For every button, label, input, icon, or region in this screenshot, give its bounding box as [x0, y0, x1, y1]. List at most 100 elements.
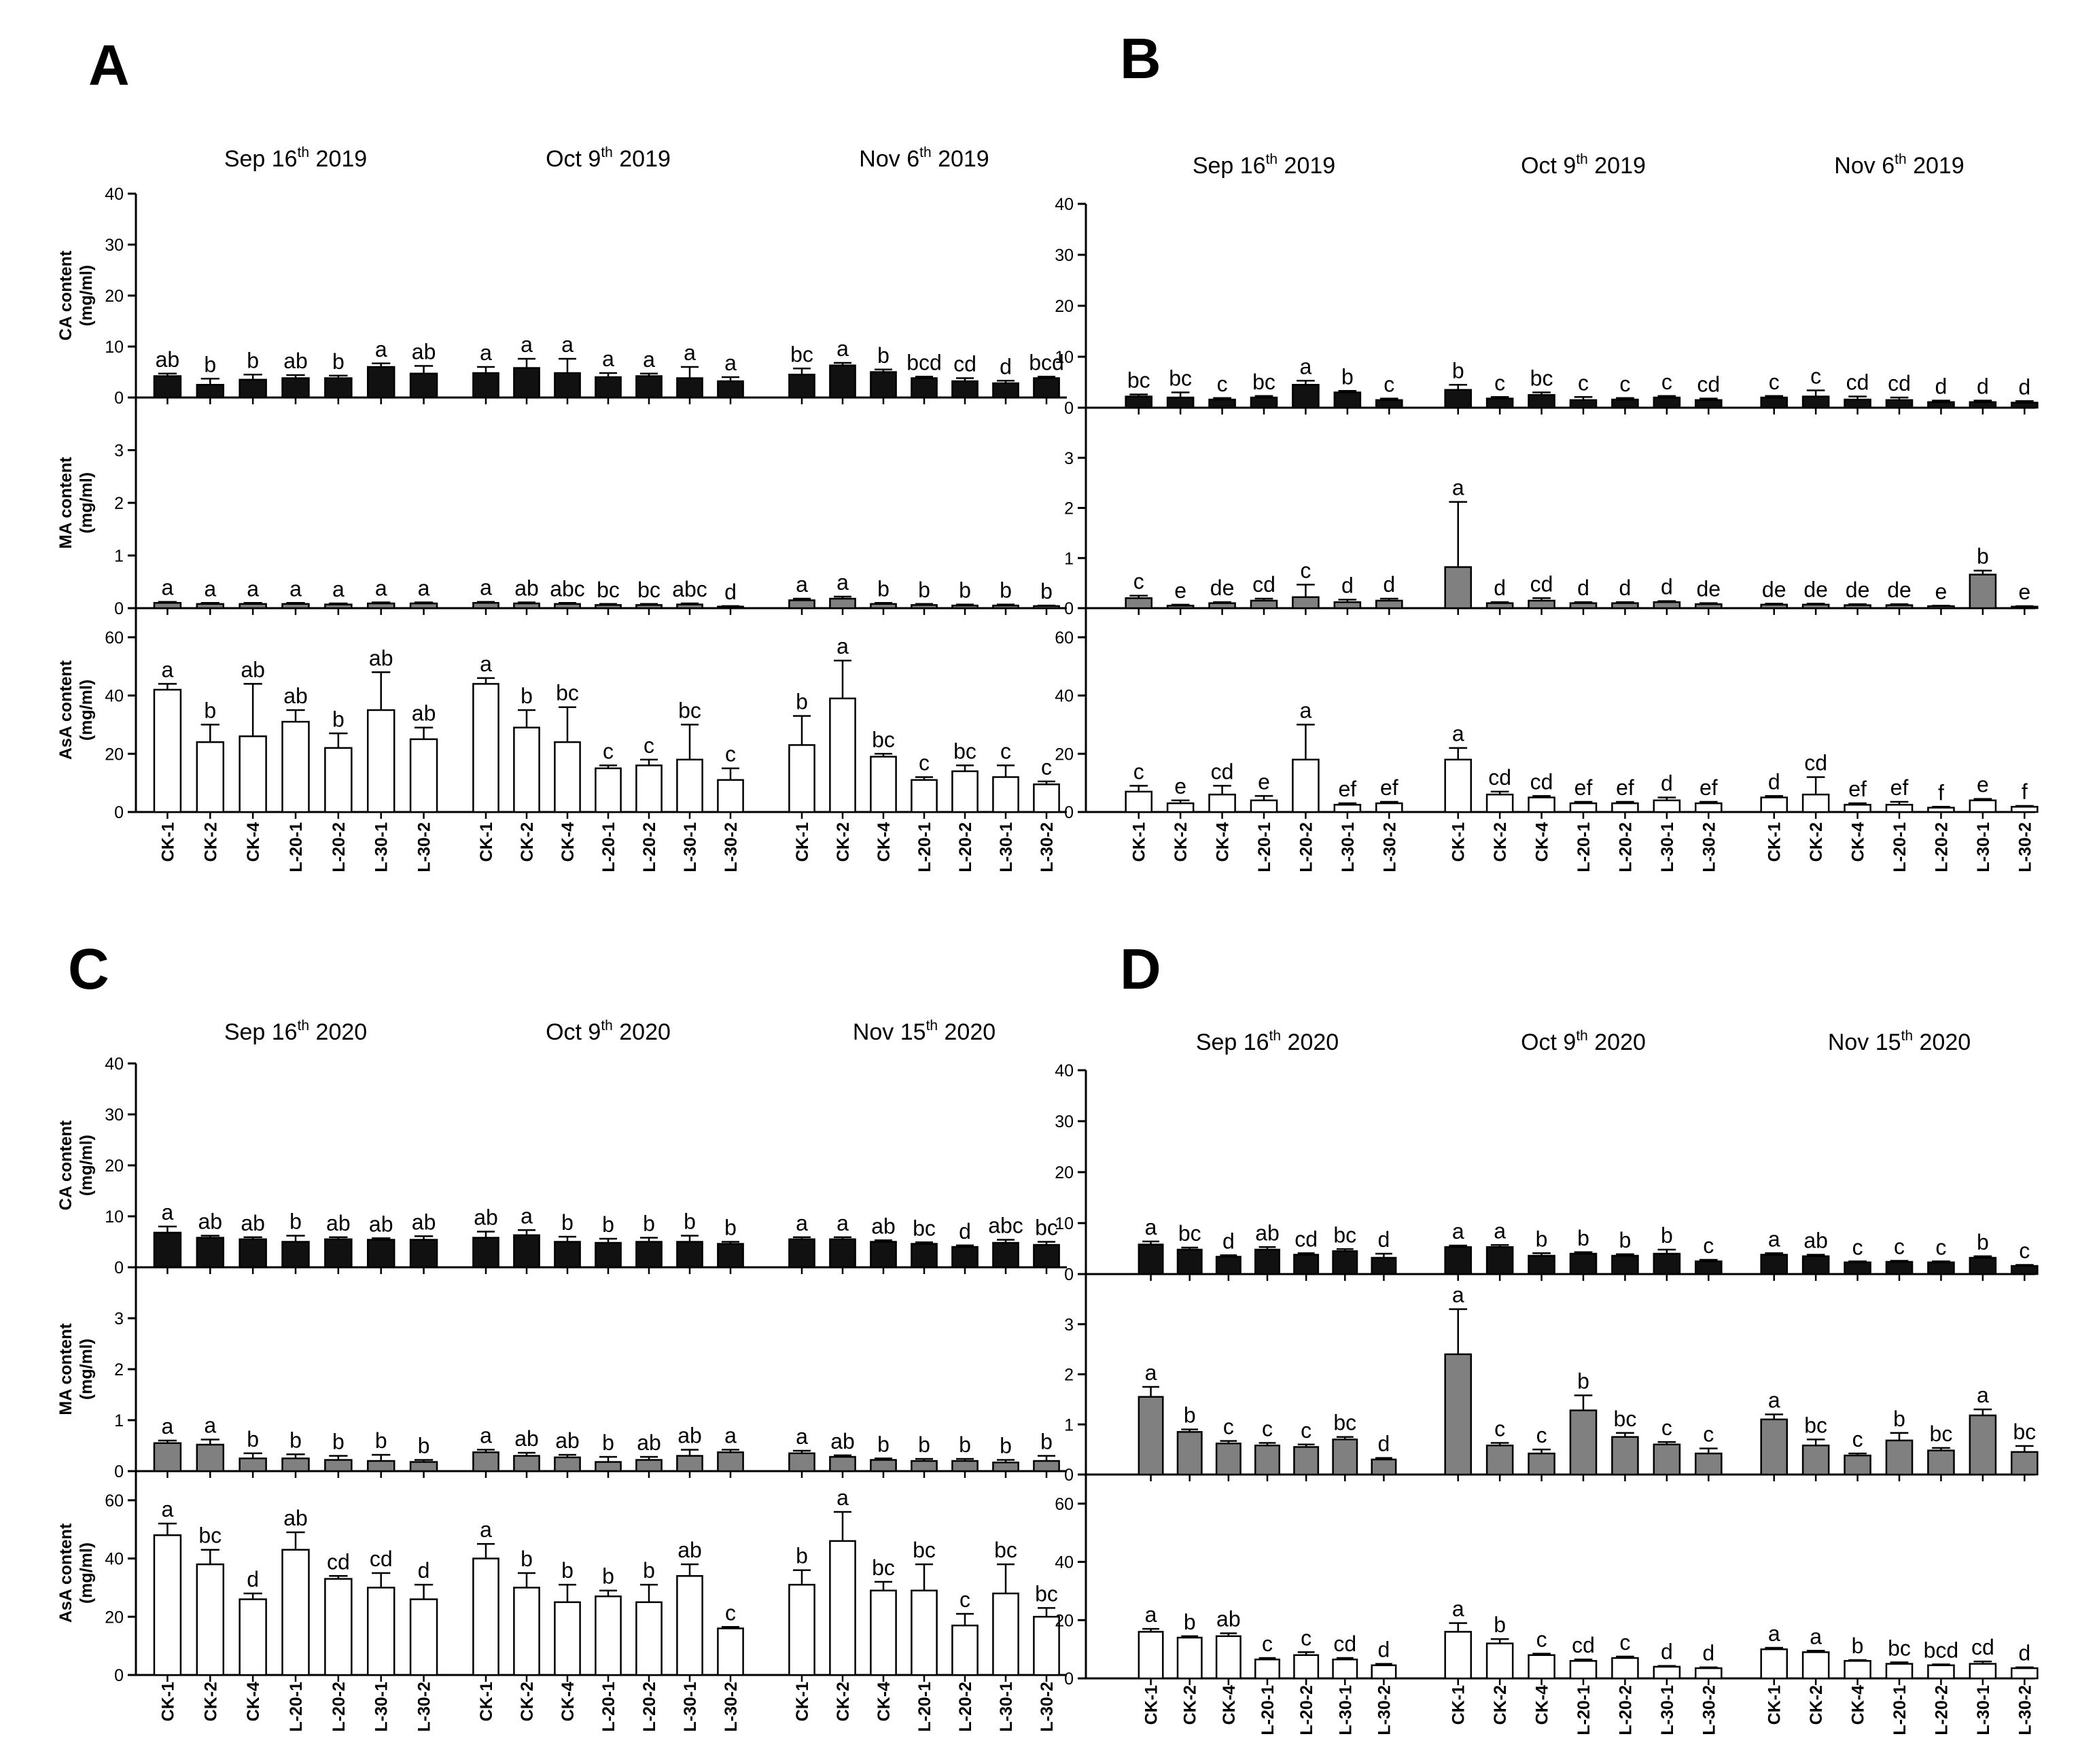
significance-letter: a: [796, 572, 808, 597]
bar-asa: [1528, 1654, 1555, 1680]
bar-ca: [2010, 402, 2039, 409]
bar-ma: [870, 1459, 897, 1472]
category-label: CK-2: [834, 1682, 853, 1721]
bar-ca: [1653, 396, 1681, 409]
significance-letter: c: [644, 733, 654, 758]
category-label: L-20-2: [1932, 1685, 1951, 1735]
category-label: CK-2: [1807, 1685, 1826, 1725]
significance-letter: ef: [1380, 775, 1398, 800]
y-tick-label: 0: [114, 599, 124, 618]
bar-ca: [1528, 394, 1555, 409]
significance-letter: bc: [198, 1523, 222, 1548]
significance-letter: b: [796, 690, 808, 714]
bar-asa: [513, 726, 540, 813]
significance-letter: a: [1452, 722, 1464, 746]
bar-ca: [366, 1239, 395, 1269]
significance-letter: d: [1619, 576, 1632, 600]
significance-letter: c: [1000, 739, 1011, 763]
bar-asa: [513, 1587, 540, 1676]
significance-letter: b: [602, 1430, 614, 1455]
significance-letter: a: [837, 1211, 849, 1235]
significance-letter: c: [1661, 1415, 1672, 1440]
significance-letter: a: [837, 336, 849, 361]
category-label: L-30-2: [1038, 822, 1057, 872]
significance-letter: ab: [677, 1424, 702, 1448]
bar-asa: [1176, 1636, 1203, 1680]
significance-letter: d: [959, 1219, 971, 1243]
significance-letter: a: [796, 1211, 808, 1235]
significance-letter: bc: [556, 681, 579, 705]
bar-ca: [513, 1234, 540, 1269]
category-label: L-20-1: [1574, 1685, 1593, 1735]
significance-letter: b: [1341, 364, 1354, 389]
bar-ma: [513, 1455, 540, 1472]
bar-ca: [1292, 384, 1320, 409]
significance-letter: d: [1383, 572, 1395, 597]
y-axis-label: AsA content(mg/ml): [56, 660, 96, 760]
y-tick-label: 1: [1064, 1415, 1074, 1434]
category-label: CK-4: [1849, 822, 1868, 862]
y-tick-label: 0: [114, 389, 124, 408]
bar-asa: [281, 1549, 310, 1676]
bar-ma: [911, 1460, 938, 1472]
significance-letter: a: [724, 351, 737, 375]
bar-ca: [409, 1239, 438, 1269]
y-tick-label: 20: [105, 745, 124, 764]
bar-asa: [1528, 796, 1555, 813]
bar-ca: [1611, 1254, 1639, 1275]
category-label: CK-2: [1172, 822, 1191, 862]
bar-ma: [829, 1456, 856, 1472]
significance-letter: d: [1577, 576, 1589, 600]
category-label: L-30-1: [1974, 822, 1993, 872]
bar-ca: [788, 1238, 815, 1269]
significance-letter: c: [1300, 558, 1311, 582]
bar-asa: [1569, 802, 1598, 813]
significance-letter: c: [1810, 364, 1821, 389]
bar-asa: [1927, 1664, 1955, 1680]
significance-letter: c: [1041, 755, 1052, 779]
category-label: L-20-2: [330, 1682, 349, 1732]
significance-letter: ab: [412, 701, 436, 726]
category-label: L-20-2: [640, 1682, 659, 1732]
bar-ma: [239, 603, 267, 610]
bar-ca: [1033, 1243, 1060, 1269]
significance-letter: bc: [597, 578, 620, 602]
bar-asa: [1844, 1660, 1871, 1680]
y-tick-label: 3: [1064, 449, 1074, 468]
bar-ca: [717, 380, 744, 399]
significance-letter: c: [1494, 370, 1505, 395]
significance-letter: a: [1768, 1227, 1780, 1251]
significance-letter: ab: [830, 1429, 855, 1453]
date-label: Nov 15th 2020: [853, 1018, 996, 1045]
significance-letter: abc: [988, 1214, 1023, 1238]
category-label: L-30-2: [2015, 1685, 2035, 1735]
y-axis-label: MA content(mg/ml): [56, 1323, 96, 1415]
category-label: CK-2: [834, 822, 853, 862]
bar-asa: [788, 1583, 815, 1676]
bar-asa: [717, 779, 744, 813]
significance-letter: b: [918, 578, 930, 602]
bar-ca: [196, 384, 225, 399]
category-label: L-20-2: [956, 1682, 975, 1732]
significance-letter: a: [162, 576, 174, 600]
bar-asa: [1033, 783, 1060, 813]
category-label: L-20-1: [915, 1682, 934, 1732]
significance-letter: b: [204, 352, 216, 376]
significance-letter: a: [375, 576, 387, 600]
bar-ma: [992, 604, 1019, 610]
significance-letter: c: [1703, 1422, 1714, 1447]
category-label: CK-1: [1449, 822, 1468, 862]
significance-letter: f: [1938, 780, 1944, 805]
category-label: CK-2: [201, 1682, 220, 1721]
bar-asa: [1375, 802, 1403, 813]
bar-ca: [281, 377, 310, 399]
y-axis-label: MA content(mg/ml): [56, 457, 96, 549]
bar-asa: [870, 756, 897, 813]
significance-letter: b: [521, 684, 533, 708]
category-label: CK-4: [875, 1682, 894, 1721]
bar-ma: [1969, 574, 1997, 610]
bar-ma: [1969, 1414, 1997, 1476]
significance-letter: b: [289, 1210, 302, 1234]
panel-a: A Sep 16th 2019 Oct 9th 2019 Nov 6th 2019 0 1…: [56, 33, 1067, 872]
